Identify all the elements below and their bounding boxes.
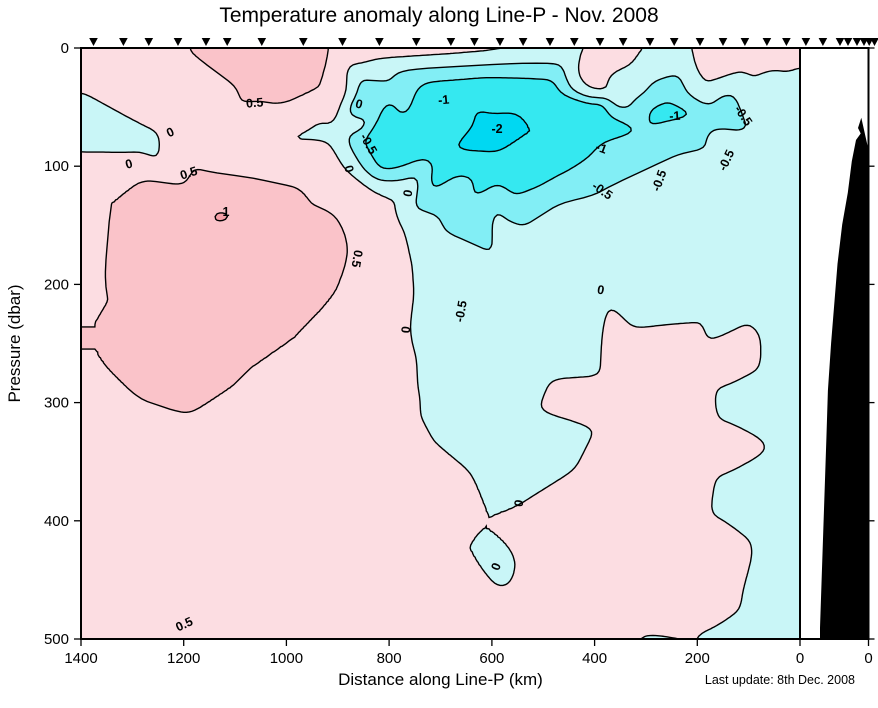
svg-text:100: 100 <box>44 158 69 175</box>
svg-text:400: 400 <box>582 650 607 667</box>
svg-text:200: 200 <box>44 276 69 293</box>
svg-text:0: 0 <box>61 40 69 57</box>
svg-text:600: 600 <box>479 650 504 667</box>
svg-text:0: 0 <box>796 650 804 667</box>
svg-text:0.5: 0.5 <box>349 249 366 269</box>
svg-text:200: 200 <box>685 650 710 667</box>
svg-text:1: 1 <box>223 205 230 219</box>
svg-text:0: 0 <box>864 650 872 667</box>
svg-text:800: 800 <box>377 650 402 667</box>
svg-text:1000: 1000 <box>270 650 303 667</box>
svg-text:-1: -1 <box>669 109 681 124</box>
svg-text:300: 300 <box>44 395 69 412</box>
svg-text:1200: 1200 <box>167 650 200 667</box>
svg-text:0.5: 0.5 <box>245 95 264 110</box>
svg-text:0: 0 <box>399 326 414 334</box>
svg-text:400: 400 <box>44 513 69 530</box>
svg-text:Pressure (dbar): Pressure (dbar) <box>5 284 24 402</box>
svg-text:-1: -1 <box>437 93 449 108</box>
svg-text:500: 500 <box>44 631 69 648</box>
svg-text:1400: 1400 <box>64 650 97 667</box>
svg-text:Last update: 8th Dec. 2008: Last update: 8th Dec. 2008 <box>705 673 855 687</box>
svg-text:Distance along Line-P (km): Distance along Line-P (km) <box>338 670 543 689</box>
svg-text:-2: -2 <box>491 122 502 136</box>
